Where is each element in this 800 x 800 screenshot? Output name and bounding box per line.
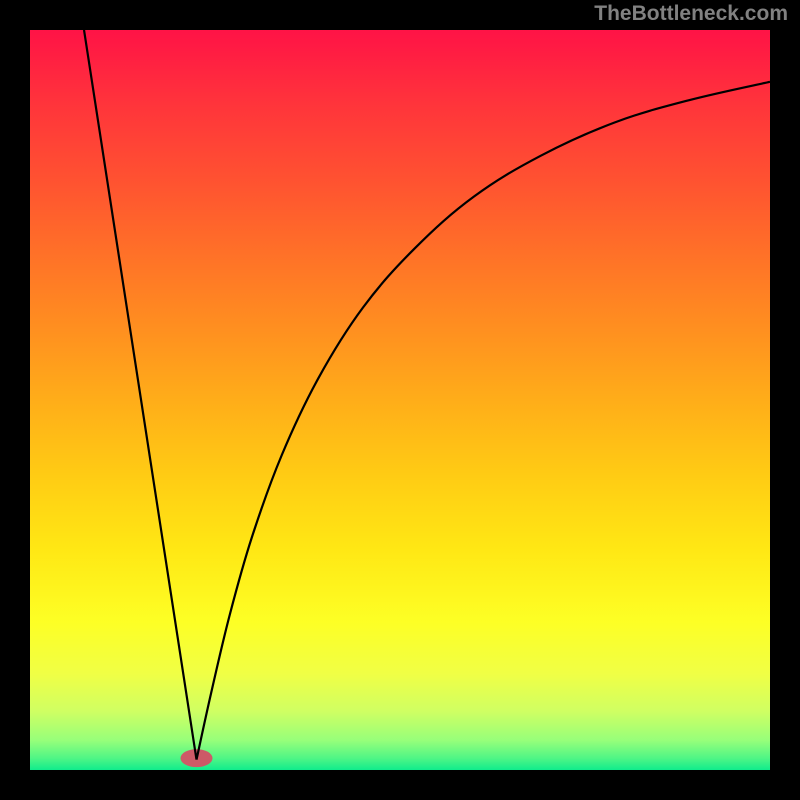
chart-container: TheBottleneck.com (0, 0, 800, 800)
bottleneck-curve (84, 30, 770, 760)
curve-layer (30, 30, 770, 770)
watermark-text: TheBottleneck.com (594, 2, 788, 26)
plot-area (30, 30, 770, 770)
